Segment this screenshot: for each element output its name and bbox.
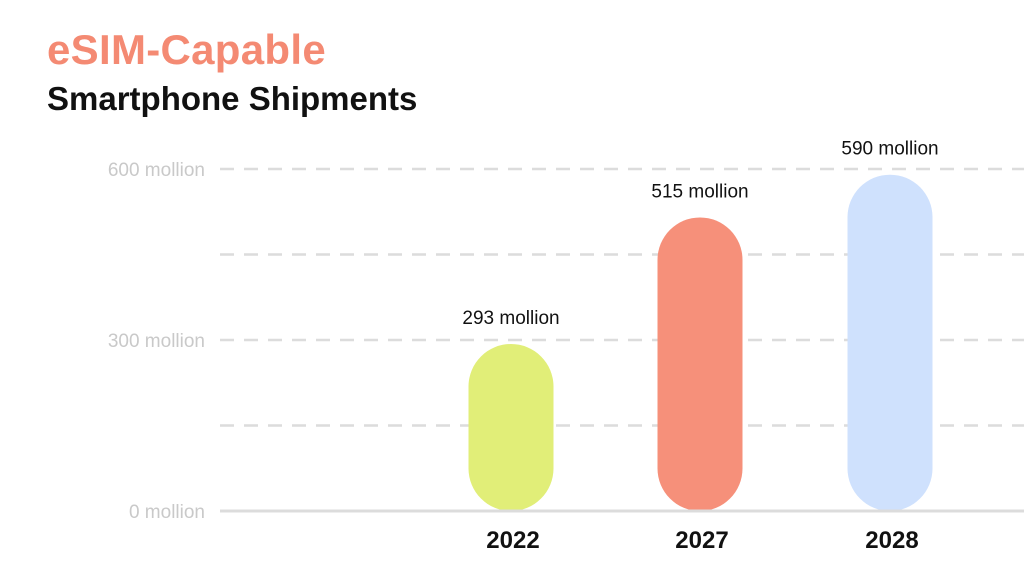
x-tick-label: 2022 [486,527,539,554]
x-tick-label: 2027 [675,527,728,554]
y-tick-label: 300 mollion [108,331,205,352]
chart-subtitle: Smartphone Shipments [47,80,418,117]
data-label: 590 mollion [841,139,938,160]
y-tick-label: 600 mollion [108,160,205,181]
chart-title: eSIM-Capable [47,26,326,73]
bar-2022 [468,343,554,511]
data-label: 515 mollion [651,181,748,202]
y-tick-label: 0 mollion [129,502,205,523]
data-label: 293 mollion [462,308,559,329]
bar-2027 [657,217,743,511]
bar-2028 [847,174,933,511]
x-tick-label: 2028 [865,527,918,554]
